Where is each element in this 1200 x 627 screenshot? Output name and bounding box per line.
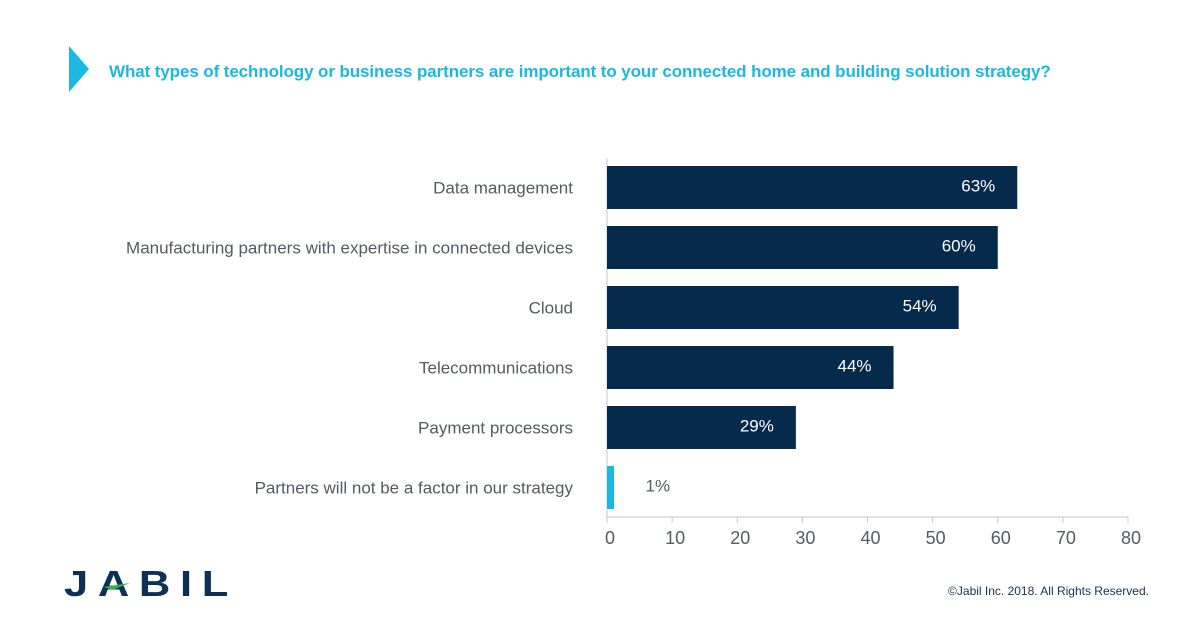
category-label: Data management: [433, 179, 573, 198]
x-tick-label: 70: [1056, 528, 1076, 548]
copyright-text: ©Jabil Inc. 2018. All Rights Reserved.: [948, 584, 1149, 598]
bar: [607, 226, 998, 269]
value-label: 63%: [961, 177, 995, 196]
logo-swoosh: [104, 583, 130, 590]
value-label: 1%: [646, 477, 671, 496]
title-arrow-icon: [69, 46, 89, 92]
bar: [607, 346, 894, 389]
x-tick-label: 20: [730, 528, 750, 548]
category-label: Cloud: [529, 299, 573, 318]
jabil-logo: JABIL: [64, 566, 238, 600]
x-tick-label: 50: [926, 528, 946, 548]
value-label: 54%: [903, 297, 937, 316]
x-tick-label: 30: [795, 528, 815, 548]
value-label: 44%: [838, 357, 872, 376]
bar: [607, 406, 796, 449]
category-label: Telecommunications: [419, 359, 573, 378]
x-tick-label: 80: [1121, 528, 1141, 548]
value-label: 60%: [942, 237, 976, 256]
bar: [607, 466, 614, 509]
chart-title: What types of technology or business par…: [109, 62, 1051, 81]
x-tick-label: 10: [665, 528, 685, 548]
category-label: Manufacturing partners with expertise in…: [126, 239, 573, 258]
category-label: Payment processors: [418, 419, 573, 438]
category-label: Partners will not be a factor in our str…: [255, 479, 574, 498]
x-tick-label: 40: [860, 528, 880, 548]
bar: [607, 286, 959, 329]
x-tick-label: 60: [991, 528, 1011, 548]
value-label: 29%: [740, 417, 774, 436]
x-tick-label: 0: [605, 528, 615, 548]
bar: [607, 166, 1018, 209]
logo-text: JABIL: [64, 566, 238, 600]
